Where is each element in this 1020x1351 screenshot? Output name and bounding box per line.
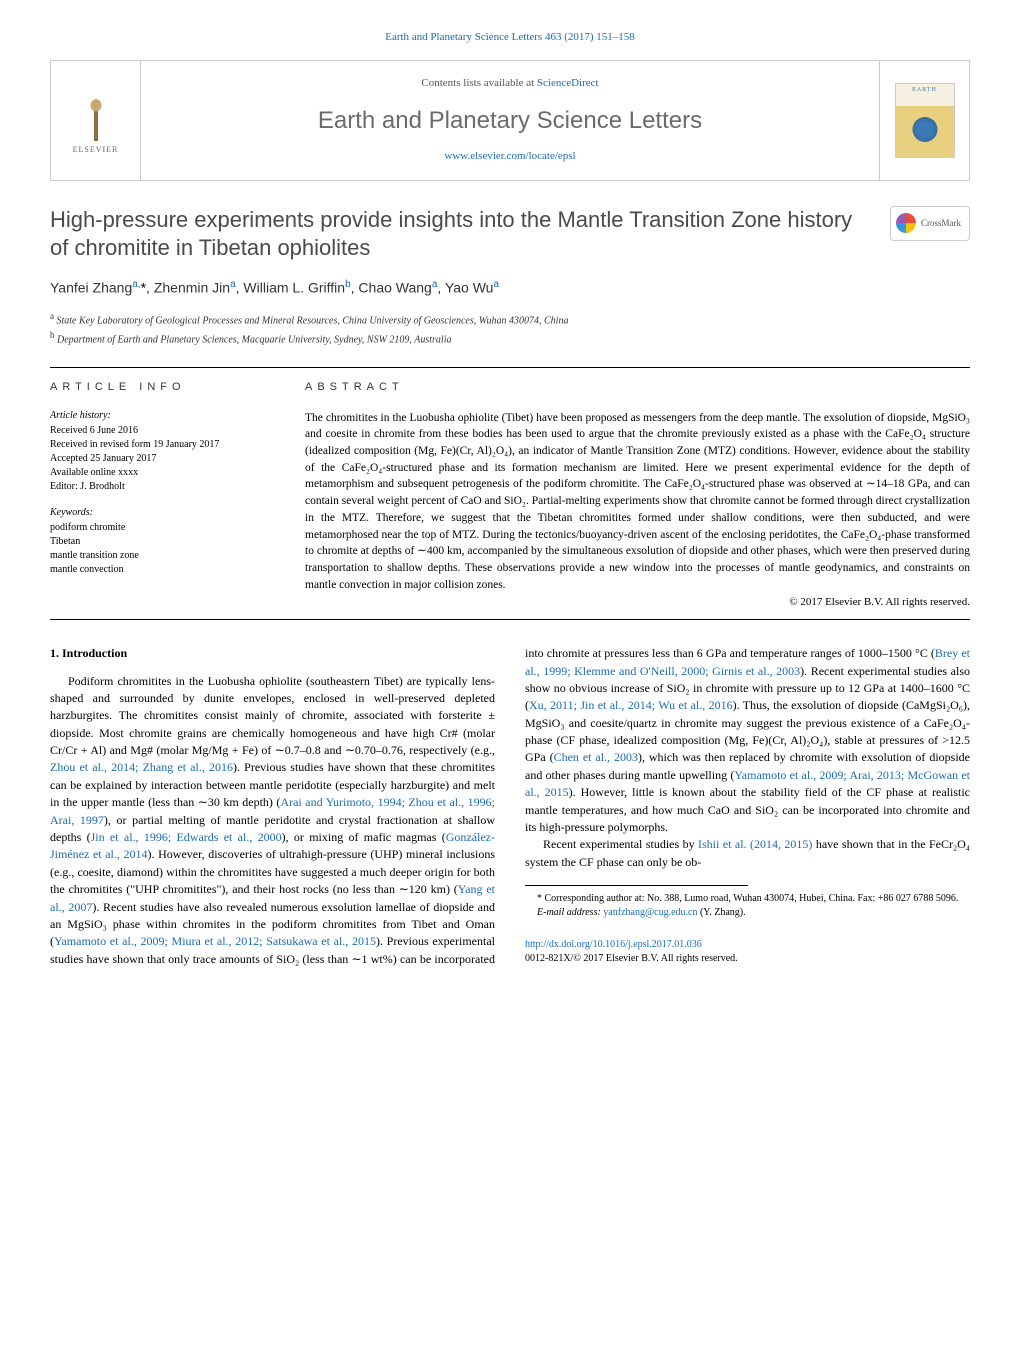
title-row: High-pressure experiments provide insigh… — [50, 206, 970, 263]
citation[interactable]: Ishii et al. (2014, 2015) — [698, 837, 812, 851]
citation-link[interactable]: Earth and Planetary Science Letters 463 … — [385, 31, 635, 43]
keywords-label: Keywords: — [50, 506, 270, 520]
keyword: Tibetan — [50, 535, 270, 549]
crossmark-icon — [896, 213, 916, 233]
affiliation-b: b Department of Earth and Planetary Scie… — [50, 329, 970, 347]
crossmark-label: CrossMark — [921, 217, 961, 230]
corresponding-author-note: * Corresponding author at: No. 388, Lumo… — [525, 892, 970, 906]
author-email[interactable]: yanfzhang@cug.edu.cn — [603, 907, 697, 918]
citation-header: Earth and Planetary Science Letters 463 … — [50, 30, 970, 45]
keywords-block: Keywords: podiform chromite Tibetan mant… — [50, 506, 270, 577]
article-title: High-pressure experiments provide insigh… — [50, 206, 875, 263]
journal-cover-thumbnail[interactable]: EARTH — [895, 83, 955, 158]
abstract-header: ABSTRACT — [305, 380, 970, 396]
journal-header-center: Contents lists available at ScienceDirec… — [141, 61, 879, 179]
citation[interactable]: Jin et al., 1996; Edwards et al., 2000 — [91, 830, 282, 844]
citation[interactable]: Xu, 2011; Jin et al., 2014; Wu et al., 2… — [529, 698, 733, 712]
history-line: Received 6 June 2016 — [50, 424, 270, 438]
affiliation-a: a State Key Laboratory of Geological Pro… — [50, 310, 970, 328]
journal-homepage-link[interactable]: www.elsevier.com/locate/epsl — [444, 150, 575, 162]
journal-header-box: ELSEVIER Contents lists available at Sci… — [50, 60, 970, 180]
history-line: Accepted 25 January 2017 — [50, 452, 270, 466]
history-label: Article history: — [50, 409, 270, 423]
rule-top — [50, 367, 970, 368]
article-info-header: ARTICLE INFO — [50, 380, 270, 395]
keyword: podiform chromite — [50, 521, 270, 535]
abstract-text: The chromitites in the Luobusha ophiolit… — [305, 410, 970, 593]
citation[interactable]: Yamamoto et al., 2009; Miura et al., 201… — [54, 934, 376, 948]
elsevier-tree-icon — [71, 86, 121, 141]
history-line: Editor: J. Brodholt — [50, 480, 270, 494]
article-info-column: ARTICLE INFO Article history: Received 6… — [50, 380, 270, 611]
journal-cover-cell: EARTH — [879, 61, 969, 179]
publisher-logo-cell: ELSEVIER — [51, 61, 141, 179]
body-text: 1. Introduction Podiform chromitites in … — [50, 645, 970, 968]
intro-heading: 1. Introduction — [50, 645, 495, 662]
footnote-separator — [525, 885, 748, 886]
author-list: Yanfei Zhanga,*, Zhenmin Jina, William L… — [50, 278, 970, 298]
doi-link[interactable]: http://dx.doi.org/10.1016/j.epsl.2017.01… — [525, 939, 702, 950]
info-abstract-row: ARTICLE INFO Article history: Received 6… — [50, 380, 970, 611]
footnote-block: * Corresponding author at: No. 388, Lumo… — [525, 885, 970, 966]
intro-paragraph-2: Recent experimental studies by Ishii et … — [525, 836, 970, 871]
citation[interactable]: Zhou et al., 2014; Zhang et al., 2016 — [50, 760, 233, 774]
crossmark-badge[interactable]: CrossMark — [890, 206, 970, 241]
sciencedirect-link[interactable]: ScienceDirect — [537, 77, 599, 89]
keyword: mantle convection — [50, 563, 270, 577]
journal-homepage-line: www.elsevier.com/locate/epsl — [151, 149, 869, 164]
rule-bottom — [50, 619, 970, 620]
keyword: mantle transition zone — [50, 549, 270, 563]
history-line: Received in revised form 19 January 2017 — [50, 438, 270, 452]
affiliations: a State Key Laboratory of Geological Pro… — [50, 310, 970, 347]
email-line: E-mail address: yanfzhang@cug.edu.cn (Y.… — [525, 906, 970, 920]
citation[interactable]: Chen et al., 2003 — [554, 750, 638, 764]
issn-copyright: 0012-821X/© 2017 Elsevier B.V. All right… — [525, 953, 738, 964]
history-line: Available online xxxx — [50, 466, 270, 480]
publisher-name: ELSEVIER — [66, 144, 126, 155]
contents-prefix: Contents lists available at — [421, 77, 536, 89]
contents-available-line: Contents lists available at ScienceDirec… — [151, 76, 869, 91]
cover-label: EARTH — [896, 86, 954, 94]
elsevier-logo[interactable]: ELSEVIER — [66, 86, 126, 156]
article-history-block: Article history: Received 6 June 2016 Re… — [50, 409, 270, 494]
abstract-copyright: © 2017 Elsevier B.V. All rights reserved… — [305, 595, 970, 611]
doi-block: http://dx.doi.org/10.1016/j.epsl.2017.01… — [525, 938, 970, 966]
journal-name: Earth and Planetary Science Letters — [151, 104, 869, 138]
abstract-column: ABSTRACT The chromitites in the Luobusha… — [305, 380, 970, 611]
